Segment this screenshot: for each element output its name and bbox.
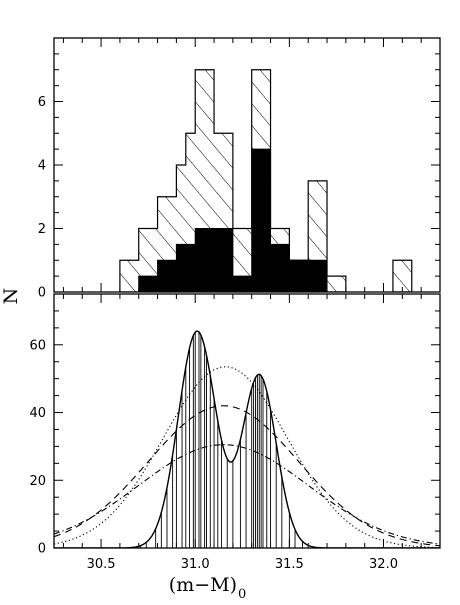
dash-dot-curve [54, 444, 440, 545]
y-tick-label: 4 [38, 159, 46, 174]
solid-curve [54, 330, 440, 548]
hatched-histogram-outline [119, 69, 347, 292]
bottom-panel-frame [53, 293, 441, 549]
y-tick-label: 20 [29, 474, 46, 489]
bottom-panel-distribution [54, 330, 440, 548]
x-tick-label: 30.5 [87, 557, 116, 572]
x-tick-label: 32.0 [369, 557, 398, 572]
y-tick-label: 60 [29, 338, 46, 353]
y-tick-label: 2 [38, 222, 46, 237]
y-tick-label: 6 [38, 95, 46, 110]
y-tick-label: 40 [29, 406, 46, 421]
x-tick-label: 31.0 [181, 557, 210, 572]
y-tick-label: 0 [38, 286, 46, 301]
dashed-curve [54, 405, 440, 547]
filled-histogram [119, 148, 412, 292]
dotted-curve [54, 366, 440, 548]
hatched-histogram-outline [392, 259, 413, 292]
y-axis-title: N [0, 288, 22, 305]
x-tick-label: 31.5 [275, 557, 304, 572]
y-tick-label: 0 [38, 542, 46, 557]
x-axis-title-subscript: 0 [238, 587, 246, 602]
x-axis-title: (m−M) [169, 574, 237, 596]
top-panel-histogram [119, 69, 413, 292]
